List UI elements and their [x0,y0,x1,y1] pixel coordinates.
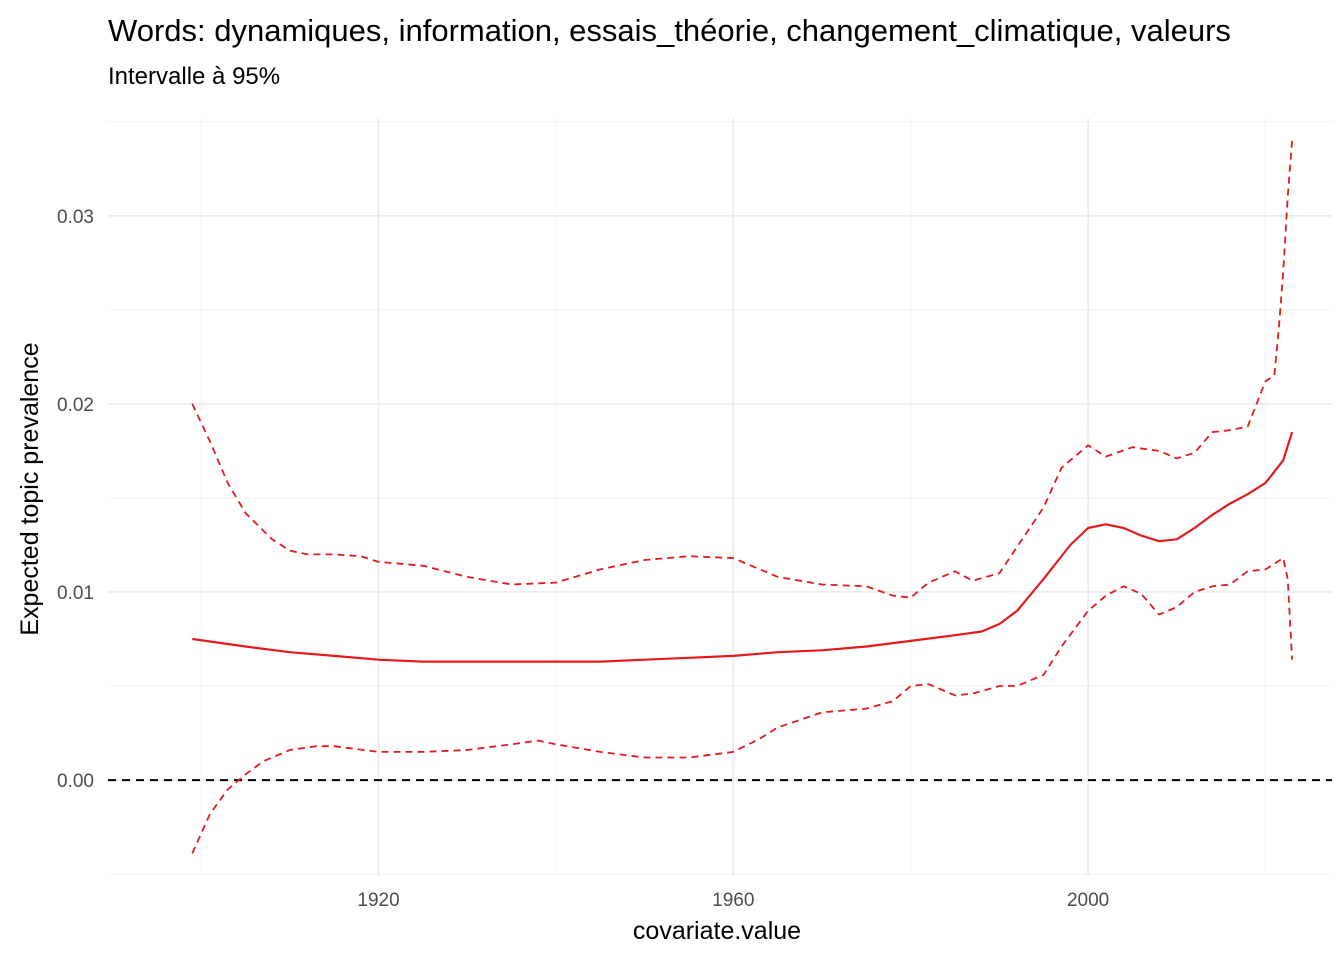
x-axis-ticks: 1920 1960 2000 [357,890,1109,911]
x-axis-label: covariate.value [633,917,801,945]
y-tick-label: 0.01 [57,583,94,604]
x-tick-label: 1920 [357,890,399,911]
x-tick-label: 2000 [1067,890,1109,911]
x-tick-label: 1960 [712,890,754,911]
y-tick-label: 0.00 [57,771,94,792]
chart-subtitle: Intervalle à 95% [108,63,280,90]
lower-bound-line [191,557,1293,854]
upper-bound-line [191,140,1293,599]
chart-title: Words: dynamiques, information, essais_t… [108,13,1231,48]
y-tick-label: 0.03 [57,207,94,228]
y-axis-label: Expected topic prevalence [16,342,44,635]
estimate-line [192,431,1294,663]
grid [108,118,1332,876]
y-axis-ticks: 0.00 0.01 0.02 0.03 [57,207,94,792]
series-lines [191,140,1294,854]
y-tick-label: 0.02 [57,395,94,416]
